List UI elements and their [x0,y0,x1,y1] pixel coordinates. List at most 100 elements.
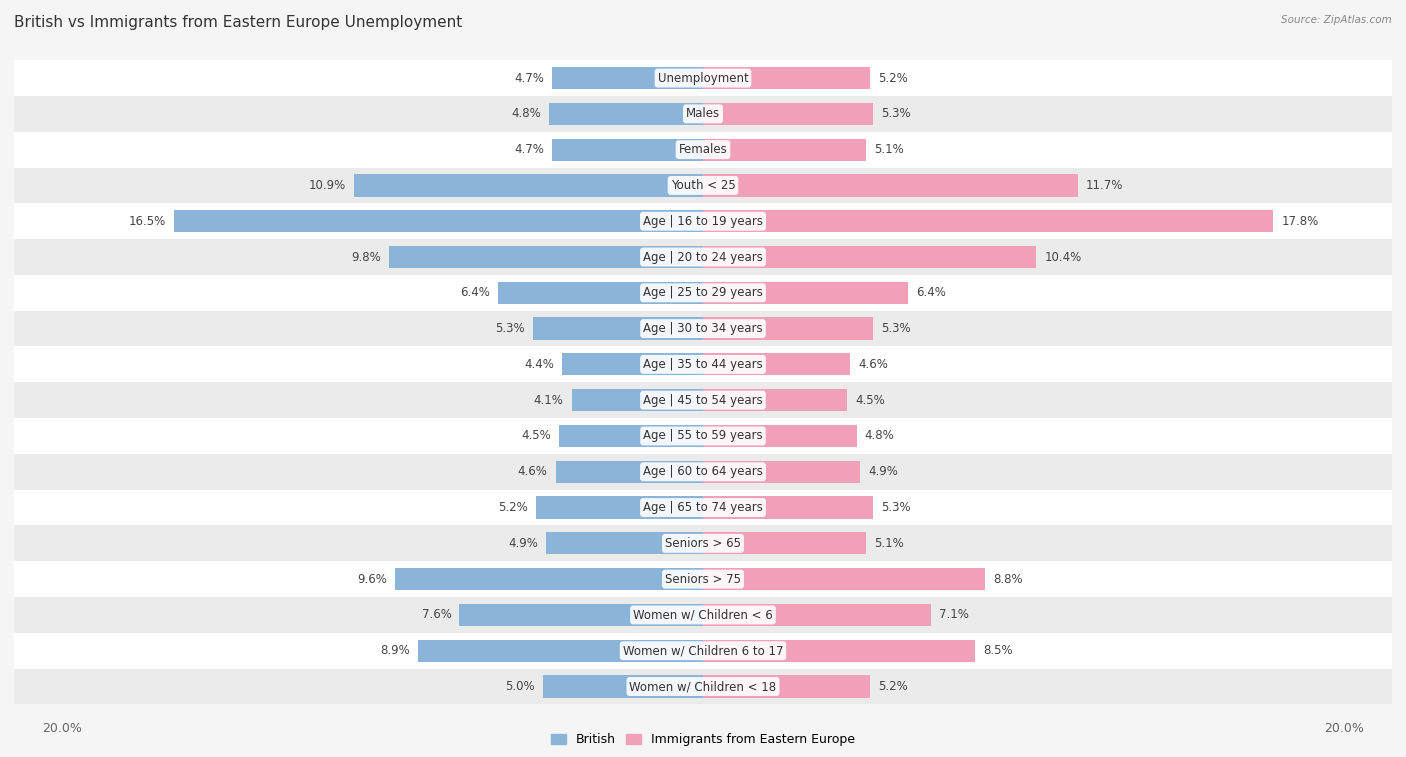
Text: 5.1%: 5.1% [875,537,904,550]
Bar [460,604,703,626]
Bar [0,167,1406,204]
Bar [703,139,866,160]
Bar [418,640,703,662]
Bar [498,282,703,304]
Bar [703,640,976,662]
Bar [0,561,1406,597]
Bar [0,275,1406,310]
Text: 10.4%: 10.4% [1045,251,1081,263]
Bar [395,568,703,590]
Text: Age | 25 to 29 years: Age | 25 to 29 years [643,286,763,299]
Text: 4.9%: 4.9% [868,466,898,478]
Text: Age | 16 to 19 years: Age | 16 to 19 years [643,215,763,228]
Text: British vs Immigrants from Eastern Europe Unemployment: British vs Immigrants from Eastern Europ… [14,15,463,30]
Text: 7.6%: 7.6% [422,609,451,621]
Text: 17.8%: 17.8% [1281,215,1319,228]
Text: Age | 20 to 24 years: Age | 20 to 24 years [643,251,763,263]
Bar [703,174,1078,197]
Text: 5.3%: 5.3% [880,322,911,335]
Bar [0,418,1406,454]
Bar [0,382,1406,418]
Text: 9.8%: 9.8% [352,251,381,263]
Text: Women w/ Children < 18: Women w/ Children < 18 [630,680,776,693]
Text: 5.2%: 5.2% [877,680,907,693]
Text: 4.9%: 4.9% [508,537,538,550]
Bar [389,246,703,268]
Bar [0,525,1406,561]
Text: 8.9%: 8.9% [380,644,409,657]
Bar [0,454,1406,490]
Text: 6.4%: 6.4% [460,286,489,299]
Text: Youth < 25: Youth < 25 [671,179,735,192]
Bar [703,246,1036,268]
Text: 4.7%: 4.7% [515,72,544,85]
Bar [558,425,703,447]
Text: Age | 35 to 44 years: Age | 35 to 44 years [643,358,763,371]
Bar [0,204,1406,239]
Bar [174,210,703,232]
Bar [0,96,1406,132]
Text: 4.7%: 4.7% [515,143,544,156]
Bar [703,497,873,519]
Text: Age | 60 to 64 years: Age | 60 to 64 years [643,466,763,478]
Text: 6.4%: 6.4% [917,286,946,299]
Text: 8.5%: 8.5% [983,644,1012,657]
Text: 16.5%: 16.5% [129,215,166,228]
Text: 8.8%: 8.8% [993,572,1022,586]
Text: 7.1%: 7.1% [939,609,969,621]
Text: 4.6%: 4.6% [517,466,547,478]
Bar [543,675,703,698]
Bar [703,282,908,304]
Bar [0,132,1406,167]
Text: 10.9%: 10.9% [308,179,346,192]
Bar [703,103,873,125]
Text: Seniors > 75: Seniors > 75 [665,572,741,586]
Bar [703,317,873,340]
Text: 5.0%: 5.0% [505,680,534,693]
Text: 5.2%: 5.2% [499,501,529,514]
Bar [533,317,703,340]
Text: 5.1%: 5.1% [875,143,904,156]
Bar [572,389,703,411]
Bar [0,597,1406,633]
Text: 4.5%: 4.5% [522,429,551,443]
Bar [536,497,703,519]
Bar [703,425,856,447]
Text: Seniors > 65: Seniors > 65 [665,537,741,550]
Text: Age | 55 to 59 years: Age | 55 to 59 years [643,429,763,443]
Bar [562,354,703,375]
Text: Age | 45 to 54 years: Age | 45 to 54 years [643,394,763,407]
Bar [0,239,1406,275]
Bar [0,633,1406,668]
Bar [555,461,703,483]
Bar [0,668,1406,705]
Text: Age | 65 to 74 years: Age | 65 to 74 years [643,501,763,514]
Bar [553,139,703,160]
Text: 5.3%: 5.3% [880,501,911,514]
Bar [703,210,1274,232]
Text: 4.1%: 4.1% [534,394,564,407]
Text: 5.2%: 5.2% [877,72,907,85]
Bar [0,347,1406,382]
Text: Females: Females [679,143,727,156]
Bar [0,310,1406,347]
Text: 4.8%: 4.8% [865,429,894,443]
Text: Source: ZipAtlas.com: Source: ZipAtlas.com [1281,15,1392,25]
Text: 5.3%: 5.3% [880,107,911,120]
Bar [703,568,986,590]
Bar [0,490,1406,525]
Text: Women w/ Children 6 to 17: Women w/ Children 6 to 17 [623,644,783,657]
Bar [354,174,703,197]
Bar [703,604,931,626]
Bar [546,532,703,554]
Bar [703,354,851,375]
Bar [703,67,870,89]
Legend: British, Immigrants from Eastern Europe: British, Immigrants from Eastern Europe [546,728,860,752]
Bar [553,67,703,89]
Text: Age | 30 to 34 years: Age | 30 to 34 years [643,322,763,335]
Text: 4.8%: 4.8% [512,107,541,120]
Bar [703,461,860,483]
Text: Women w/ Children < 6: Women w/ Children < 6 [633,609,773,621]
Bar [550,103,703,125]
Text: Males: Males [686,107,720,120]
